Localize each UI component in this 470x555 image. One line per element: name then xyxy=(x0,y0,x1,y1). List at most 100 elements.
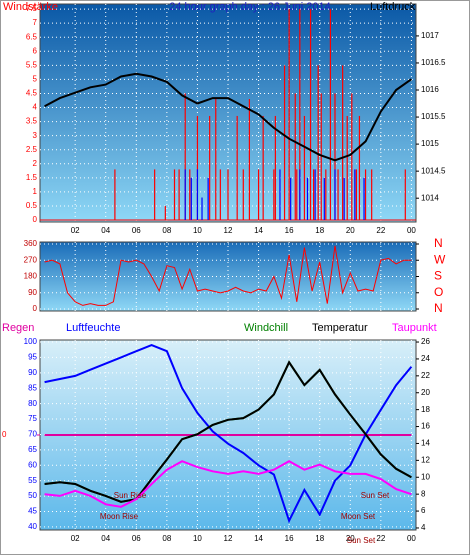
pressure-axis-title: Luftdruck xyxy=(370,1,416,13)
y2-tick-label: 1015.5 xyxy=(421,112,446,121)
annotation: Sun Rise xyxy=(114,491,147,500)
y2-tick-label: 14 xyxy=(421,439,430,448)
y-tick-label: 0.5 xyxy=(26,201,38,210)
y3-tick-label: 0 xyxy=(2,430,7,439)
x-tick-label: 12 xyxy=(224,534,233,543)
x-tick-label: 08 xyxy=(162,534,171,543)
y-tick-label: 6 xyxy=(33,46,38,55)
legend-entry: Taupunkt xyxy=(392,322,437,334)
legend-entry: Regen xyxy=(2,322,34,334)
annotation: Sun Set xyxy=(347,536,376,545)
y2-tick-label: 18 xyxy=(421,405,430,414)
x-tick-label: 12 xyxy=(224,226,233,235)
x-tick-label: 10 xyxy=(193,226,202,235)
annotation: Sun Set xyxy=(361,491,390,500)
y-tick-label: 90 xyxy=(28,288,37,297)
series-line xyxy=(44,460,412,508)
y-tick-label: 3.5 xyxy=(26,117,38,126)
y-tick-label: 3 xyxy=(33,131,38,140)
series-line xyxy=(44,344,413,524)
x-tick-label: 18 xyxy=(315,534,324,543)
x-tick-label: 18 xyxy=(315,226,324,235)
x-tick-label: 06 xyxy=(132,226,141,235)
y2-tick-label: 16 xyxy=(421,422,430,431)
y2-tick-label: 1016 xyxy=(421,85,439,94)
y-tick-label: 0 xyxy=(33,215,38,224)
y2-tick-label: 26 xyxy=(421,337,430,346)
y2-tick-label: 12 xyxy=(421,455,430,464)
y2-tick-label: 1014.5 xyxy=(421,166,446,175)
y-tick-label: 2.5 xyxy=(26,145,38,154)
y-tick-label: 7 xyxy=(33,18,38,27)
y-tick-label: 180 xyxy=(24,272,38,281)
legend-entry: Temperatur xyxy=(312,322,368,334)
y2-tick-label: 1016.5 xyxy=(421,58,446,67)
y-tick-label: 270 xyxy=(24,255,38,264)
x-tick-label: 10 xyxy=(193,534,202,543)
y-tick-label: 7.5 xyxy=(26,4,38,13)
y2-tick-label: 1015 xyxy=(421,139,439,148)
y-tick-label: 75 xyxy=(28,414,37,423)
y-tick-label: 0 xyxy=(33,304,38,313)
y2-tick-label: 22 xyxy=(421,371,430,380)
x-tick-label: 02 xyxy=(71,226,80,235)
y-tick-label: 4.5 xyxy=(26,89,38,98)
y2-tick-label: 1017 xyxy=(421,31,439,40)
x-tick-label: 14 xyxy=(254,226,263,235)
x-tick-label: 04 xyxy=(101,534,110,543)
x-tick-label: 04 xyxy=(101,226,110,235)
y2-tick-label: O xyxy=(434,285,443,299)
x-tick-label: 22 xyxy=(376,226,385,235)
y2-tick-label: N xyxy=(434,301,443,315)
y2-tick-label: 1014 xyxy=(421,193,439,202)
y-tick-label: 5.5 xyxy=(26,60,38,69)
y-tick-label: 55 xyxy=(28,476,37,485)
y2-tick-label: 24 xyxy=(421,354,430,363)
x-tick-label: 02 xyxy=(71,534,80,543)
y2-tick-label: 8 xyxy=(421,489,426,498)
y2-tick-label: 10 xyxy=(421,472,430,481)
y-tick-label: 70 xyxy=(28,430,37,439)
y2-tick-label: W xyxy=(434,252,446,266)
y-tick-label: 5 xyxy=(33,74,38,83)
wind-axis-title: Windstärke xyxy=(3,1,58,13)
y2-tick-label: 4 xyxy=(421,523,426,532)
series-line xyxy=(44,72,412,162)
y-tick-label: 6.5 xyxy=(26,32,38,41)
y-tick-label: 95 xyxy=(28,353,37,362)
y-tick-label: 65 xyxy=(28,445,37,454)
y-tick-label: 60 xyxy=(28,460,37,469)
legend-entry: Luftfeuchte xyxy=(66,322,120,334)
x-tick-label: 08 xyxy=(162,226,171,235)
series-line xyxy=(44,245,412,306)
y-tick-label: 45 xyxy=(28,507,37,516)
x-tick-label: 00 xyxy=(407,226,416,235)
y2-tick-label: 6 xyxy=(421,506,426,515)
x-tick-label: 20 xyxy=(346,534,355,543)
annotation: Moon Rise xyxy=(100,512,139,521)
x-tick-label: 06 xyxy=(132,534,141,543)
y2-tick-label: 20 xyxy=(421,388,430,397)
y2-tick-label: N xyxy=(434,236,443,250)
y-tick-label: 40 xyxy=(28,522,37,531)
x-tick-label: 00 xyxy=(407,534,416,543)
chart-title: 24 hour graph day : 26 Juni 2014 xyxy=(169,1,330,13)
annotation: Moon Set xyxy=(341,512,376,521)
x-tick-label: 22 xyxy=(376,534,385,543)
series-line xyxy=(44,360,412,503)
y-tick-label: 2 xyxy=(33,159,38,168)
y-tick-label: 360 xyxy=(24,239,38,248)
legend-entry: Windchill xyxy=(244,322,288,334)
y-tick-label: 90 xyxy=(28,368,37,377)
y-tick-label: 80 xyxy=(28,399,37,408)
y-tick-label: 50 xyxy=(28,491,37,500)
x-tick-label: 16 xyxy=(285,534,294,543)
x-tick-label: 16 xyxy=(285,226,294,235)
y-tick-label: 100 xyxy=(24,337,38,346)
y-tick-label: 1.5 xyxy=(26,173,38,182)
x-tick-label: 14 xyxy=(254,534,263,543)
y-tick-label: 4 xyxy=(33,103,38,112)
y-tick-label: 85 xyxy=(28,383,37,392)
x-tick-label: 20 xyxy=(346,226,355,235)
